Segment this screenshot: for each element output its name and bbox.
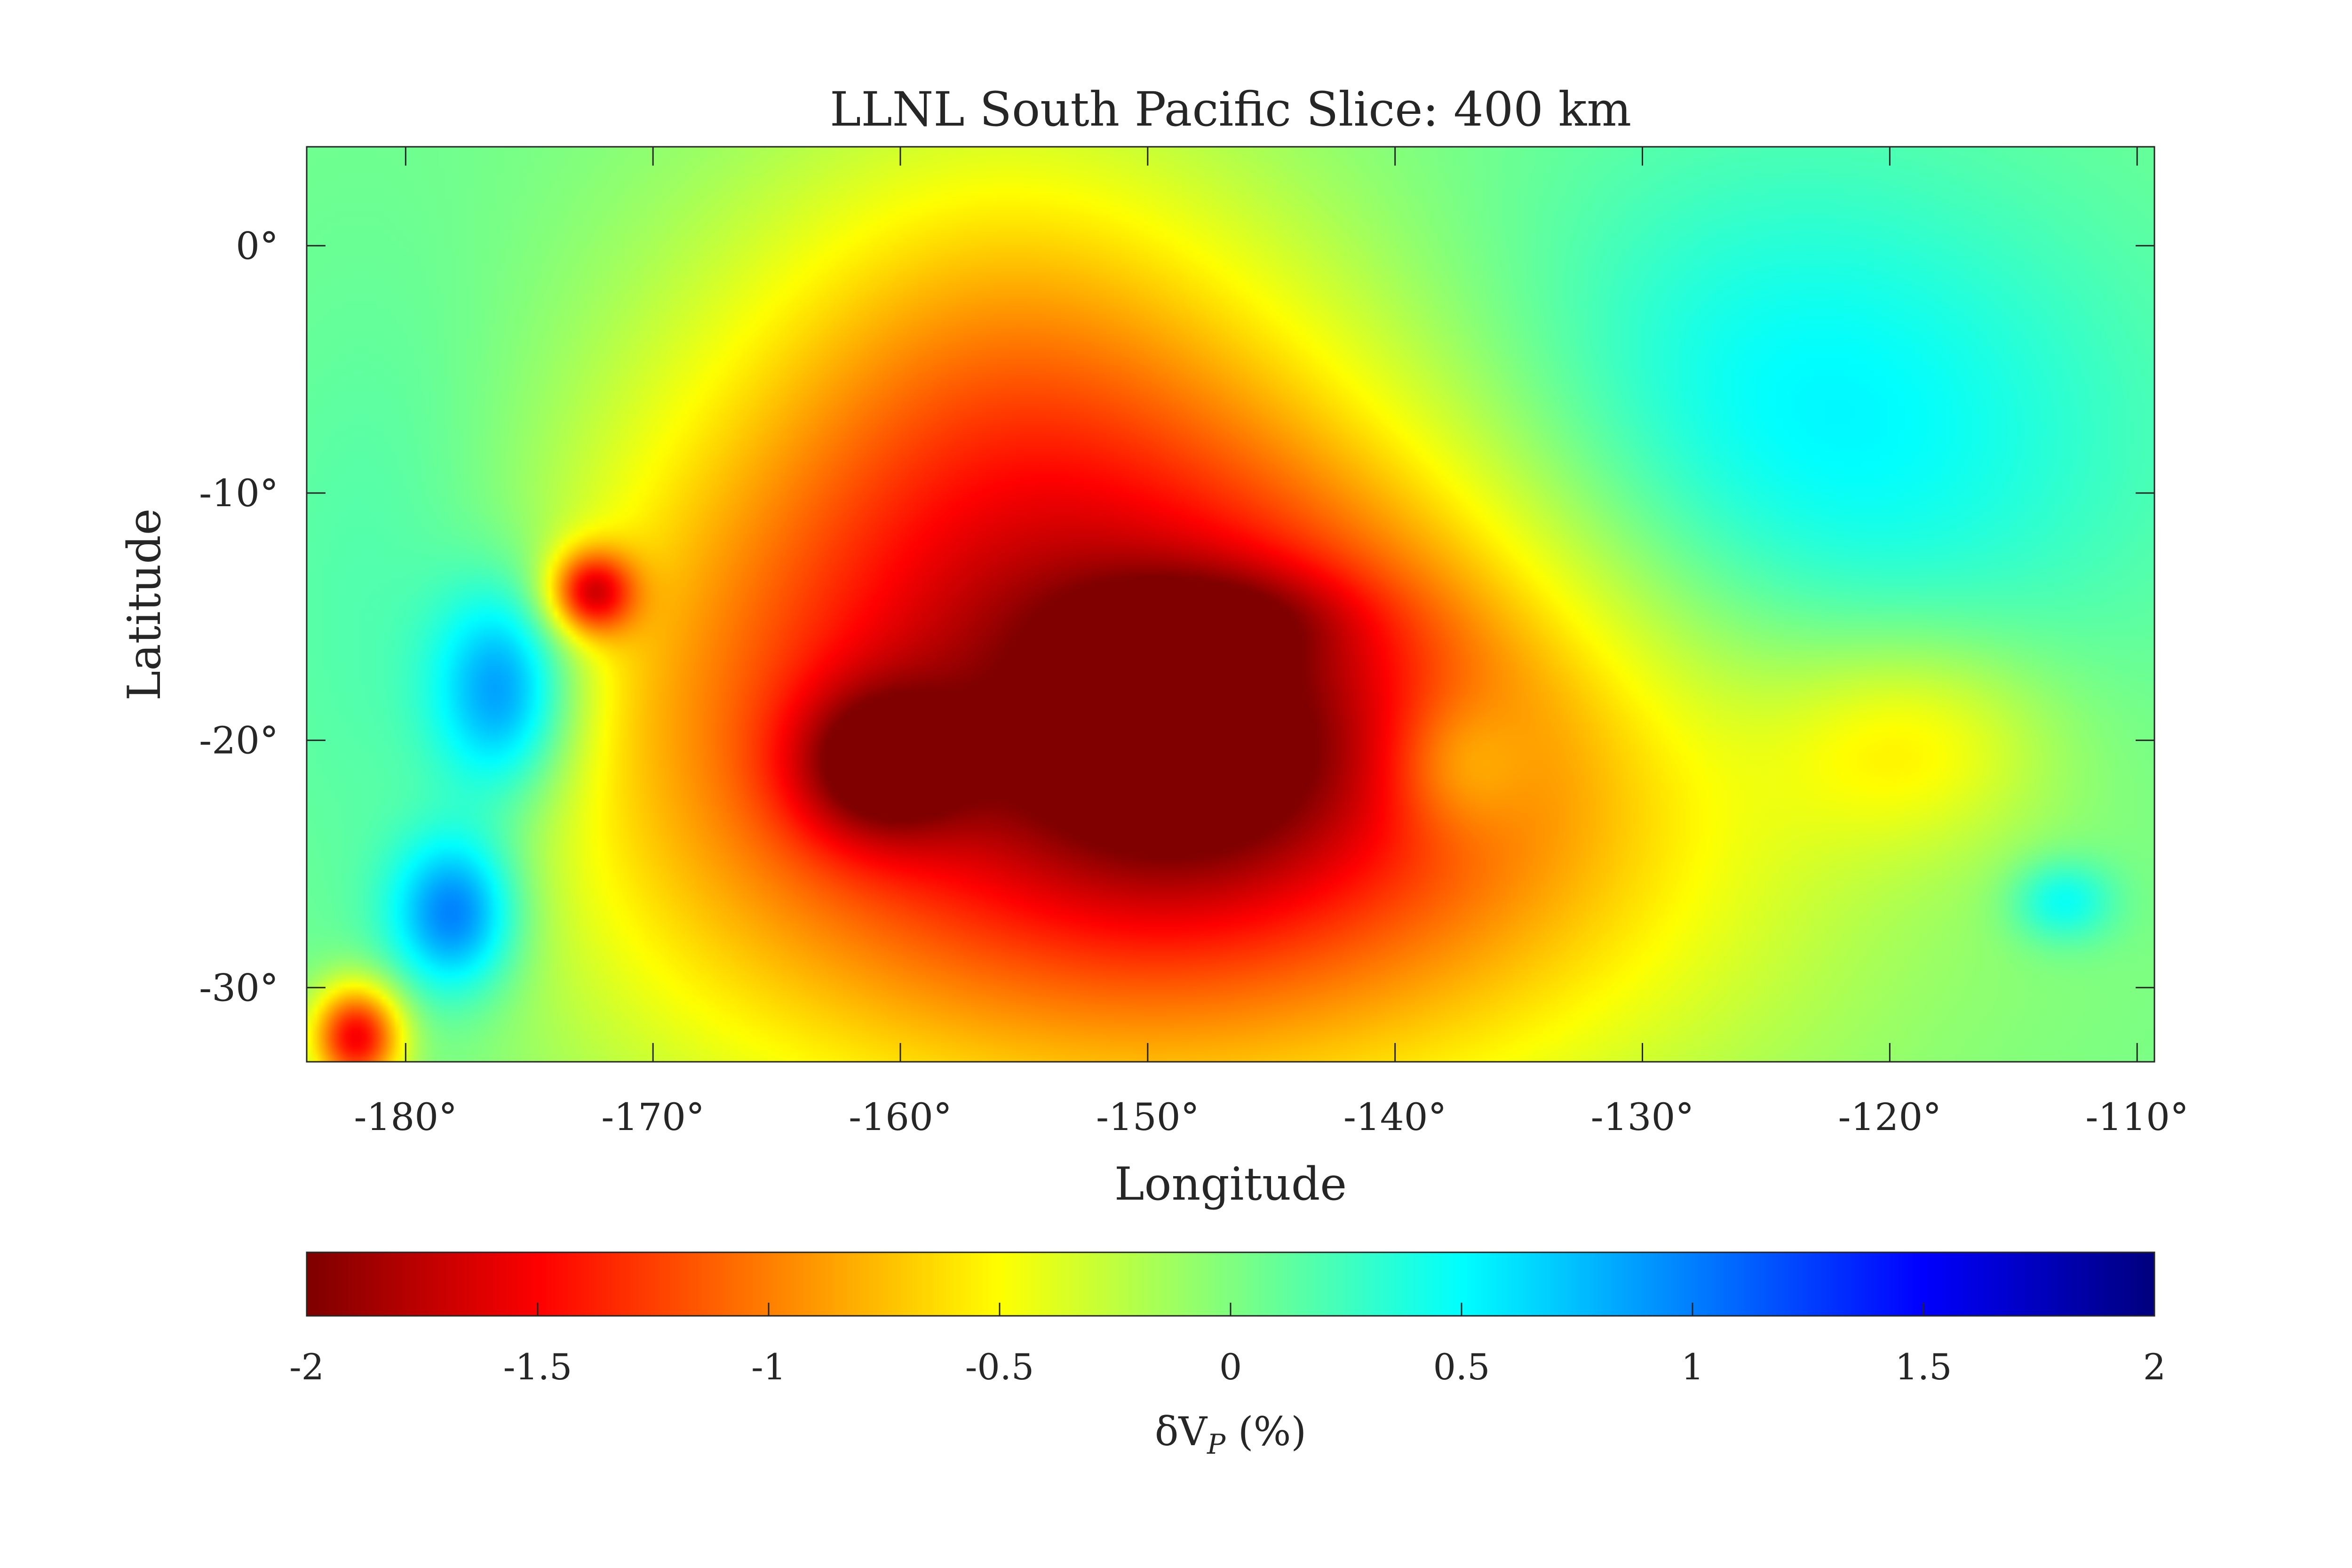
colorbar-tick-label: 0.5 [1433,1346,1490,1388]
colorbar-tick-label: -0.5 [965,1346,1034,1388]
plot-frame [306,146,2155,1063]
x-tick-label: -150° [1096,1095,1200,1139]
heatmap-image [307,147,2154,1062]
colorbar-label: δVP (%) [1155,1409,1306,1460]
x-tick-label: -140° [1343,1095,1447,1139]
x-tick-label: -120° [1838,1095,1941,1139]
colorbar-tick-label: 0 [1219,1346,1242,1388]
colorbar-tick-label: -2 [289,1346,324,1388]
colorbar: -2 -1.5 -1 -0.5 0 0.5 1 1.5 2 δVP (%) [289,1251,2166,1460]
y-axis-ticks: 0° -10° -20° -30° [199,224,2154,1010]
y-tick-label: -30° [199,966,278,1010]
colorbar-label-subscript: P [1207,1428,1226,1460]
x-tick-label: -170° [601,1095,705,1139]
x-axis-ticks: -180° -170° -160° -150° -140° -130° -120° -110° [354,147,2189,1139]
x-tick-label: -110° [2085,1095,2189,1139]
y-axis-label: Latitude [118,509,171,701]
chart-title: LLNL South Pacific Slice: 400 km [830,82,1631,137]
y-tick-label: 0° [236,224,278,268]
y-tick-label: -10° [199,471,278,515]
x-axis-label: Longitude [1114,1158,1347,1210]
colorbar-tick-label: 1.5 [1895,1346,1952,1388]
colorbar-tick-label: 1 [1681,1346,1704,1388]
colorbar-label-unit: (%) [1225,1409,1306,1455]
colorbar-label-main: δV [1155,1409,1208,1455]
y-tick-label: -20° [199,719,278,763]
colorbar-ticks: -2 -1.5 -1 -0.5 0 0.5 1 1.5 2 [289,1303,2166,1388]
x-tick-label: -130° [1591,1095,1694,1139]
colorbar-tick-label: -1 [751,1346,786,1388]
x-tick-label: -180° [354,1095,457,1139]
heatmap-plot-area [307,147,2154,1062]
colorbar-tick-label: -1.5 [503,1346,572,1388]
colorbar-tick-label: 2 [2143,1346,2166,1388]
x-tick-label: -160° [849,1095,952,1139]
